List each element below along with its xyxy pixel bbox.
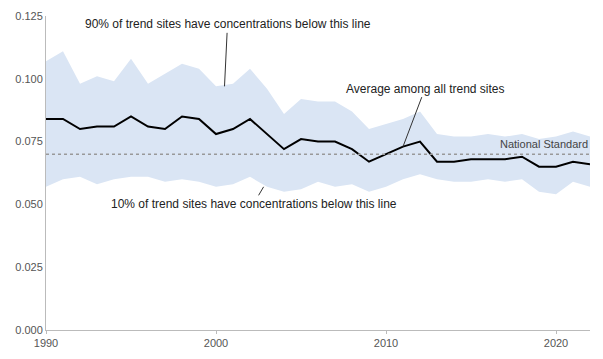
svg-text:10% of trend sites have concen: 10% of trend sites have concentrations b… bbox=[111, 197, 397, 211]
svg-text:0.000: 0.000 bbox=[15, 324, 43, 336]
svg-text:0.050: 0.050 bbox=[15, 198, 43, 210]
svg-text:2000: 2000 bbox=[204, 337, 228, 349]
svg-text:1990: 1990 bbox=[34, 337, 58, 349]
svg-text:0.075: 0.075 bbox=[15, 135, 43, 147]
svg-text:Average among all trend sites: Average among all trend sites bbox=[346, 82, 505, 96]
svg-text:0.100: 0.100 bbox=[15, 73, 43, 85]
svg-text:National Standard: National Standard bbox=[500, 138, 588, 150]
svg-text:0.025: 0.025 bbox=[15, 261, 43, 273]
svg-text:2010: 2010 bbox=[374, 337, 398, 349]
svg-text:2020: 2020 bbox=[544, 337, 568, 349]
svg-text:90% of trend sites have concen: 90% of trend sites have concentrations b… bbox=[85, 17, 371, 31]
svg-text:0.125: 0.125 bbox=[15, 10, 43, 22]
